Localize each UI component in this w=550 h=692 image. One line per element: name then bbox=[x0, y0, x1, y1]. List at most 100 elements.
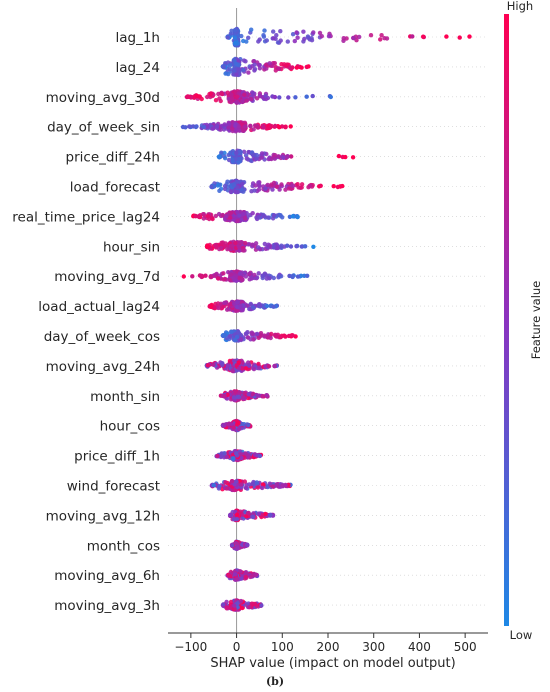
figure-caption: (b) bbox=[266, 675, 284, 688]
shap-point bbox=[250, 331, 255, 337]
shap-point bbox=[242, 479, 247, 484]
shap-point bbox=[239, 277, 245, 283]
shap-point bbox=[260, 394, 265, 399]
shap-point bbox=[272, 156, 277, 161]
shap-point bbox=[249, 276, 254, 281]
shap-point bbox=[270, 187, 275, 192]
shap-point bbox=[299, 65, 304, 70]
shap-point bbox=[247, 272, 252, 277]
shap-point bbox=[256, 245, 261, 250]
shap-point bbox=[215, 183, 220, 188]
shap-point bbox=[231, 214, 236, 219]
feature-label-moving_avg_6h: moving_avg_6h bbox=[54, 568, 160, 584]
feature-label-price_diff_1h: price_diff_1h bbox=[74, 449, 160, 465]
shap-point bbox=[217, 188, 222, 193]
shap-point bbox=[233, 273, 239, 278]
shap-point bbox=[227, 573, 232, 578]
shap-point bbox=[244, 98, 249, 103]
shap-point bbox=[252, 68, 257, 73]
shap-point bbox=[193, 124, 199, 130]
x-tick-label: 500 bbox=[454, 640, 477, 654]
shap-point bbox=[237, 271, 243, 276]
shap-point bbox=[256, 366, 262, 371]
shap-point bbox=[229, 126, 235, 131]
shap-point bbox=[263, 511, 268, 517]
shap-point bbox=[264, 38, 269, 43]
shap-point bbox=[248, 574, 253, 580]
shap-point bbox=[246, 35, 251, 40]
shap-point bbox=[274, 184, 280, 189]
shap-point bbox=[306, 64, 311, 69]
shap-point bbox=[331, 184, 336, 189]
shap-point bbox=[246, 454, 251, 459]
shap-point bbox=[264, 273, 269, 278]
shap-point bbox=[246, 157, 251, 162]
shap-point bbox=[271, 304, 276, 309]
shap-point bbox=[241, 67, 246, 73]
shap-point bbox=[286, 186, 292, 191]
shap-point bbox=[243, 570, 248, 576]
shap-point bbox=[228, 599, 234, 605]
shap-point bbox=[222, 422, 227, 428]
shap-point bbox=[234, 451, 239, 456]
shap-point bbox=[256, 62, 262, 68]
shap-point bbox=[241, 248, 246, 253]
shap-point bbox=[228, 302, 233, 307]
shap-point bbox=[379, 33, 384, 38]
shap-point bbox=[236, 67, 241, 72]
feature-label-wind_forecast: wind_forecast bbox=[67, 479, 160, 495]
shap-point bbox=[181, 274, 186, 279]
shap-point bbox=[286, 333, 292, 339]
feature-label-real_time_price_lag24: real_time_price_lag24 bbox=[12, 209, 160, 225]
shap-point bbox=[281, 155, 286, 160]
shap-point bbox=[237, 213, 242, 218]
shap-point bbox=[254, 480, 260, 485]
shap-point bbox=[228, 215, 233, 220]
shap-point bbox=[243, 574, 249, 580]
shap-point bbox=[266, 215, 271, 220]
shap-point bbox=[224, 486, 229, 491]
shap-point bbox=[221, 277, 226, 282]
shap-point bbox=[220, 212, 225, 218]
shap-point bbox=[254, 156, 259, 161]
shap-point bbox=[259, 603, 264, 608]
shap-point bbox=[350, 155, 356, 160]
shap-point bbox=[196, 94, 202, 99]
shap-point bbox=[256, 39, 261, 44]
shap-point bbox=[236, 244, 242, 249]
shap-point bbox=[207, 216, 212, 222]
shap-point bbox=[227, 67, 232, 72]
shap-point bbox=[269, 182, 274, 187]
shap-point bbox=[268, 512, 273, 517]
x-tick-label: 100 bbox=[271, 640, 294, 654]
feature-labels: lag_1h lag_24 moving_avg_30d day_of_week_si… bbox=[12, 30, 160, 614]
shap-point bbox=[254, 275, 260, 280]
shap-point bbox=[229, 329, 234, 334]
shap-point bbox=[266, 364, 272, 369]
shap-point bbox=[213, 213, 218, 219]
shap-point bbox=[265, 182, 270, 188]
shap-point bbox=[299, 244, 304, 249]
shap-point bbox=[467, 34, 472, 39]
shap-point bbox=[249, 96, 254, 102]
shap-point bbox=[234, 150, 239, 156]
shap-point bbox=[251, 366, 257, 372]
shap-point bbox=[235, 94, 240, 99]
shap-point bbox=[217, 96, 222, 101]
shap-point bbox=[382, 36, 387, 41]
shap-point bbox=[228, 210, 234, 216]
shap-point bbox=[205, 94, 210, 100]
shap-point bbox=[285, 39, 290, 44]
shap-point bbox=[260, 273, 266, 279]
shap-point bbox=[201, 124, 207, 130]
shap-point bbox=[236, 124, 241, 129]
shap-point bbox=[245, 335, 251, 340]
shap-point bbox=[226, 157, 232, 163]
x-tick-label: −100 bbox=[174, 640, 207, 654]
shap-point bbox=[457, 35, 462, 40]
shap-point bbox=[228, 512, 233, 518]
shap-point bbox=[231, 395, 237, 400]
shap-point bbox=[219, 150, 224, 155]
shap-point bbox=[271, 245, 276, 250]
shap-point bbox=[287, 273, 292, 279]
